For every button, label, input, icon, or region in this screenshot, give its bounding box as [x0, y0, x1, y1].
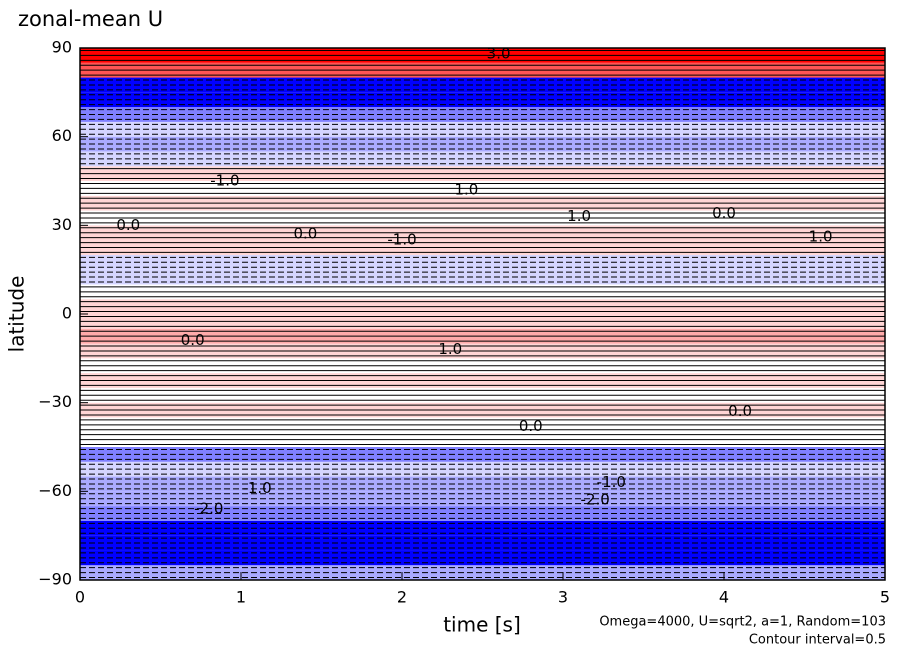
contour-label: 0.0	[293, 225, 317, 243]
contour-band	[80, 136, 885, 152]
contour-band	[80, 269, 885, 285]
y-tick-label: −60	[38, 481, 72, 500]
contour-band	[80, 447, 885, 462]
contour-label: 0.0	[116, 216, 140, 234]
contour-band	[80, 107, 885, 122]
contour-band	[80, 506, 885, 521]
y-tick-label: −90	[38, 570, 72, 589]
contour-band	[80, 565, 885, 580]
x-axis-label: time [s]	[443, 613, 521, 637]
x-tick-label: 1	[236, 588, 246, 607]
contour-label: 0.0	[712, 204, 736, 222]
contour-band	[80, 535, 885, 551]
x-tick-label: 2	[397, 588, 407, 607]
contour-label: 0.0	[181, 331, 205, 349]
contour-band	[80, 476, 885, 492]
contour-label: 1.0	[438, 340, 462, 358]
contour-band	[80, 151, 885, 167]
y-tick-label: 0	[62, 304, 72, 323]
contour-label: 1.0	[567, 207, 591, 225]
x-tick-label: 4	[719, 588, 729, 607]
contour-label: 1.0	[454, 180, 478, 198]
contour-band	[80, 461, 885, 477]
contour-band	[80, 121, 885, 137]
contour-band	[80, 550, 885, 566]
annotation: Omega=4000, U=sqrt2, a=1, Random=103	[599, 615, 886, 630]
contour-label: -1.0	[387, 231, 416, 249]
contour-band	[80, 491, 885, 507]
x-tick-label: 0	[75, 588, 85, 607]
chart-title: zonal-mean U	[18, 7, 163, 31]
contour-label: 0.0	[519, 417, 543, 435]
y-tick-label: 90	[52, 38, 72, 57]
x-tick-label: 3	[558, 588, 568, 607]
contour-band	[80, 520, 885, 536]
contour-label: 3.0	[487, 44, 511, 62]
contour-band	[80, 254, 885, 270]
y-tick-label: 60	[52, 126, 72, 145]
contour-band	[80, 92, 885, 108]
y-tick-label: 30	[52, 215, 72, 234]
y-tick-label: −30	[38, 392, 72, 411]
contour-label: -1.0	[210, 172, 239, 190]
contour-band	[80, 77, 885, 93]
contour-label: -1.0	[242, 479, 271, 497]
contour-label: -2.0	[581, 491, 610, 509]
contour-label: -2.0	[194, 500, 223, 518]
contour-label: 1.0	[809, 228, 833, 246]
contour-label: 0.0	[728, 402, 752, 420]
y-axis-label: latitude	[5, 276, 29, 353]
x-tick-label: 5	[880, 588, 890, 607]
contour-label: -1.0	[597, 473, 626, 491]
annotation: Contour interval=0.5	[749, 633, 886, 648]
